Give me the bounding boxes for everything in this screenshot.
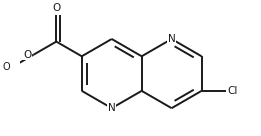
Text: O: O [23,50,31,60]
Text: O: O [2,62,10,72]
Text: N: N [108,103,116,113]
Text: O: O [52,3,61,13]
Text: N: N [168,34,175,44]
Text: Cl: Cl [228,86,238,96]
